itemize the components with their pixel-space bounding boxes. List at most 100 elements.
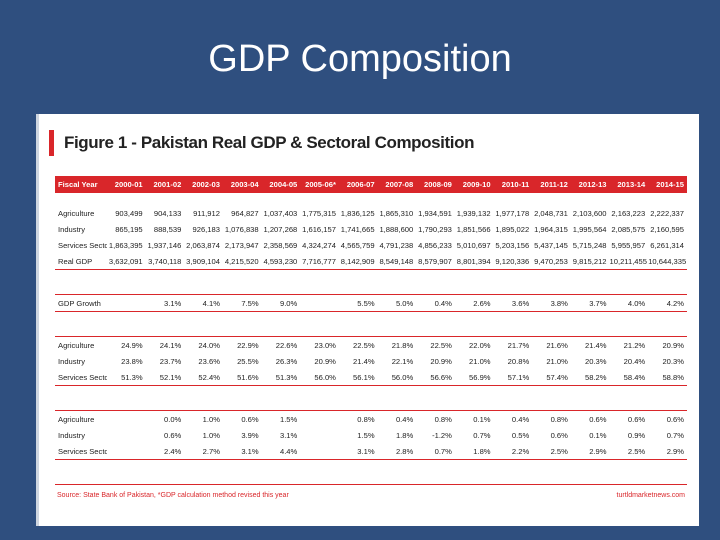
column-header-year: 2002-03 (184, 176, 223, 193)
table-cell: 5,010,697 (456, 240, 491, 250)
table-cell: 8,801,394 (454, 253, 494, 270)
table-row-level: Real GDP 3,632,091 3,740,118 3,909,104 4,215… (55, 253, 687, 270)
table-cell: 56.6% (416, 369, 455, 386)
column-header-year: 2008-09 (416, 176, 455, 193)
table-cell: 1,977,178 (495, 208, 530, 218)
table-cell: 22.0% (454, 336, 494, 353)
spacer-row (55, 386, 687, 399)
table-cell: 1.5% (357, 430, 375, 440)
table-cell: 2.2% (493, 443, 533, 460)
table-cell (107, 294, 146, 312)
table-cell: 1,851,566 (456, 224, 491, 234)
table-header-row: Fiscal Year 2000-01 2001-02 2002-03 2003-04 2… (55, 176, 687, 193)
table-cell (300, 443, 339, 460)
column-header-year: 2003-04 (222, 176, 262, 193)
table-cell: 1,037,403 (263, 208, 298, 218)
table-cell: 911,912 (193, 208, 220, 218)
table-cell: 1,741,665 (340, 224, 375, 234)
table-cell: 52.4% (184, 369, 223, 386)
table-cell: 9.0% (261, 294, 301, 312)
table-cell: 2,163,223 (611, 208, 646, 218)
table-cell: 4.0% (609, 294, 649, 312)
table-cell: 2.8% (377, 443, 417, 460)
table-cell: 4.1% (184, 294, 223, 312)
table-cell: 3.7% (570, 294, 610, 312)
table-cell: 0.1% (589, 430, 607, 440)
row-label: Agriculture (58, 208, 95, 218)
table-cell: 21.0% (469, 356, 491, 366)
table-cell: 5,203,156 (495, 240, 530, 250)
table-cell: 21.0% (546, 356, 568, 366)
table-cell: 52.1% (145, 369, 185, 386)
table-cell: 0.6% (222, 410, 262, 427)
table-cell: 865,195 (115, 224, 143, 234)
row-label: Services Sector (58, 240, 107, 250)
table-cell: 9,815,212 (570, 253, 610, 270)
table-cell: 1,836,125 (340, 208, 375, 218)
table-cell: 1,995,564 (572, 224, 607, 234)
table-cell: 2.5% (532, 443, 571, 460)
table-cell: 1.8% (395, 430, 414, 440)
table-cell: 56.9% (454, 369, 494, 386)
table-cell: 2,048,731 (534, 208, 568, 218)
table-cell: 904,133 (153, 208, 182, 218)
table-cell: 0.4% (416, 294, 455, 312)
source-website: turtldmarketnews.com (616, 492, 685, 499)
spacer-row (55, 312, 687, 325)
table-cell: 4.4% (261, 443, 301, 460)
column-header-year: 2001-02 (145, 176, 185, 193)
table-cell: 24.0% (184, 336, 223, 353)
table-cell (300, 294, 339, 312)
table-cell: 1,863,395 (108, 240, 143, 250)
table-cell: 20.9% (430, 356, 452, 366)
table-row-growth: GDP Growth 3.1% 4.1% 7.5% 9.0% 5.5% 5.0% 0.4% 2.… (55, 294, 687, 312)
table-cell: 2,173,947 (224, 240, 259, 250)
table-cell: -1.2% (432, 430, 452, 440)
table-cell: 1,895,022 (495, 224, 530, 234)
table-cell: 3.1% (338, 443, 378, 460)
table-row-contribution: Industry 0.6% 1.0% 3.9% 3.1% 1.5% 1.8% -1.2% 0.7… (55, 427, 687, 443)
table-cell: 1.5% (261, 410, 301, 427)
table-cell: 0.8% (416, 410, 455, 427)
table-cell: 1,939,132 (456, 208, 491, 218)
footer-divider (55, 484, 687, 485)
table-cell: 24.1% (145, 336, 185, 353)
spacer-row (55, 398, 687, 411)
spacer-row (55, 282, 687, 295)
table-cell: 25.5% (237, 356, 259, 366)
gdp-table: Fiscal Year 2000-01 2001-02 2002-03 2003-04 2… (55, 176, 687, 460)
table-cell: 1,616,157 (302, 224, 336, 234)
table-cell: 4,856,233 (418, 240, 452, 250)
column-header-year: 2004-05 (261, 176, 301, 193)
table-cell: 10,211,455 (609, 253, 649, 270)
row-label: Agriculture (55, 410, 107, 427)
table-cell: 2.6% (454, 294, 494, 312)
table-cell: 3.1% (279, 430, 298, 440)
table-cell: 2,085,575 (611, 224, 646, 234)
table-cell (300, 410, 339, 427)
column-header-year: 2005-06* (300, 176, 339, 193)
table-row-contribution: Services Sector 2.4% 2.7% 3.1% 4.4% 3.1% 2.8% 0… (55, 443, 687, 460)
table-cell: 2.7% (184, 443, 223, 460)
table-cell: 0.8% (338, 410, 378, 427)
table-cell: 0.8% (532, 410, 571, 427)
table-cell: 0.4% (377, 410, 417, 427)
table-cell: 20.3% (584, 356, 607, 366)
spacer-row (55, 324, 687, 337)
table-cell: 3.6% (493, 294, 533, 312)
table-cell: 20.9% (648, 336, 687, 353)
table-cell: 5.0% (377, 294, 417, 312)
table-cell: 56.0% (377, 369, 417, 386)
row-label: Industry (58, 224, 86, 234)
row-label: Services Sector (55, 369, 107, 386)
table-cell (107, 410, 146, 427)
table-cell: 0.1% (454, 410, 494, 427)
table-cell: 2,103,600 (572, 208, 607, 218)
table-row-level: Industry 865,195 888,539 926,183 1,076,838 1,… (55, 221, 687, 237)
table-cell: 58.4% (609, 369, 649, 386)
table-cell: 21.2% (609, 336, 649, 353)
table-cell: 22.1% (391, 356, 414, 366)
column-header-year: 2000-01 (107, 176, 146, 193)
table-cell: 51.6% (222, 369, 262, 386)
column-header-year: 2011-12 (532, 176, 571, 193)
